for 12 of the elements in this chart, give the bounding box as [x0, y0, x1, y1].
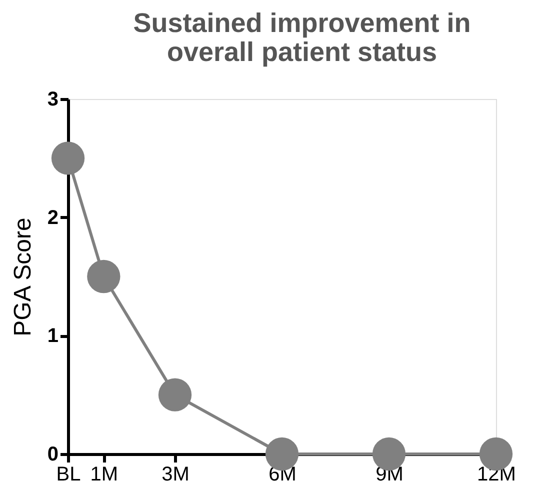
point — [87, 260, 120, 294]
x-tick-label: 3M — [162, 464, 190, 486]
x-tick-label: BL — [56, 464, 81, 486]
y-tick-label: 3 — [47, 88, 58, 110]
y-tick-label: 2 — [47, 206, 58, 229]
point — [51, 142, 85, 175]
y-tick-label: 1 — [47, 325, 58, 348]
x-tick-label: 1M — [90, 464, 118, 486]
point — [158, 378, 192, 412]
chart-title: Sustained improvement in overall patient status — [133, 8, 471, 67]
y-axis-title: PGA Score — [9, 218, 36, 336]
y-tick-label: 0 — [47, 444, 58, 466]
